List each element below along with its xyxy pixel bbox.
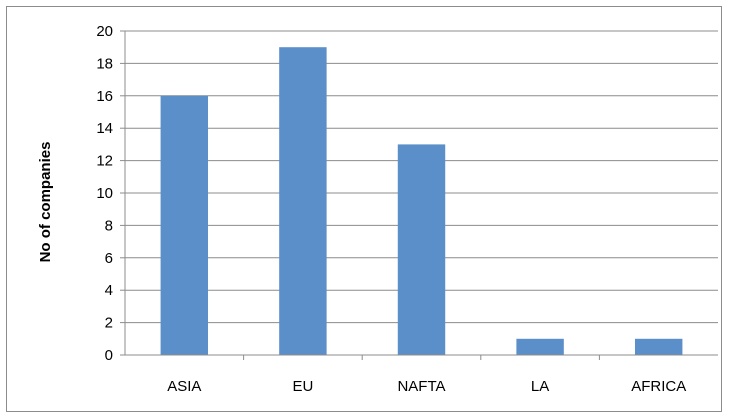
x-tick-label: AFRICA — [631, 378, 686, 395]
x-tick-label: ASIA — [167, 378, 201, 395]
y-tick-label: 6 — [105, 250, 113, 267]
x-tick-label: LA — [531, 378, 549, 395]
y-tick-label: 14 — [96, 120, 113, 137]
y-tick-label: 2 — [105, 315, 113, 332]
bar-africa — [634, 338, 683, 355]
y-tick-label: 18 — [96, 55, 113, 72]
bar-eu — [279, 47, 327, 355]
y-tick-label: 4 — [105, 282, 113, 299]
y-tick-label: 10 — [96, 185, 113, 202]
gridlines — [125, 30, 718, 324]
y-axis-ticks: 0 2 4 6 8 10 12 14 16 18 20 — [96, 23, 126, 364]
y-axis-label: No of companies — [37, 142, 54, 263]
y-tick-label: 20 — [96, 23, 113, 40]
y-tick-label: 16 — [96, 88, 113, 105]
bar-la — [516, 338, 564, 355]
y-tick-label: 8 — [105, 217, 113, 234]
bar-nafta — [397, 144, 446, 355]
bar-asia — [160, 95, 209, 356]
x-tick-label: NAFTA — [397, 378, 445, 395]
y-tick-label: 12 — [96, 153, 113, 170]
x-axis-ticks: ASIA EU NAFTA LA AFRICA — [167, 355, 686, 395]
y-tick-label: 0 — [105, 347, 113, 364]
x-tick-label: EU — [292, 378, 313, 395]
bars — [160, 47, 683, 356]
